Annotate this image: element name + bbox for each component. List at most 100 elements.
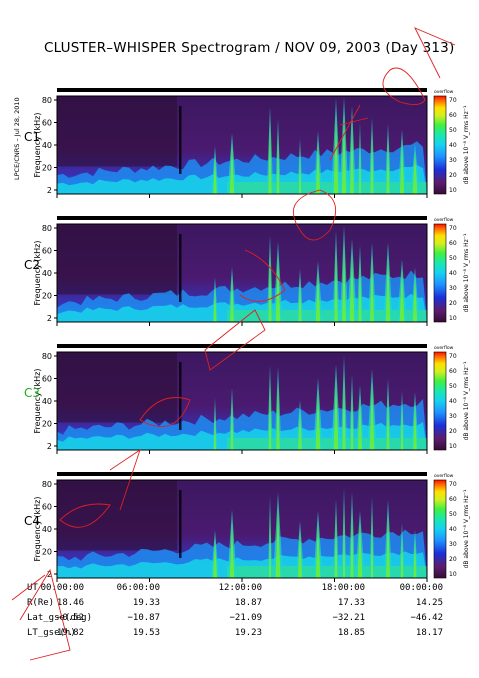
spectrogram-panel-C1: 80 60 40 20 2 Frequency (kHz)C1 overflow 70 60 50…: [24, 88, 470, 198]
wave-burst-core: [369, 254, 375, 322]
y-tick-label: 80: [42, 352, 52, 361]
wave-burst-core: [315, 520, 321, 578]
y-tick-label: 40: [42, 525, 52, 534]
orbit-row-label: R(Re): [27, 598, 55, 608]
wave-burst-core: [230, 397, 234, 450]
orbit-value: −0.52: [56, 613, 84, 623]
orbit-row: R(Re) 18.46 19.33 18.87 17.33 14.25: [0, 598, 479, 610]
wave-burst-core: [297, 529, 303, 578]
wave-burst-core: [315, 270, 321, 322]
time-bar: [57, 472, 427, 476]
wave-burst-core: [357, 520, 363, 578]
colorbar-tick-label: 70: [449, 353, 457, 360]
quiet-region: [57, 224, 177, 295]
y-tick-label: 2: [47, 442, 52, 451]
colorbar-tick-label: 20: [449, 172, 457, 179]
colorbar-tick-label: 50: [449, 511, 457, 518]
wave-burst-core: [400, 399, 404, 450]
colorbar-tick-label: 40: [449, 526, 457, 533]
wave-burst-core: [412, 151, 418, 194]
y-tick-label: 20: [42, 292, 52, 301]
wave-burst-core: [229, 142, 235, 194]
wave-burst-core: [275, 505, 281, 578]
data-gap: [179, 362, 182, 430]
colorbar-tick-label: 10: [449, 571, 457, 578]
time-bar: [57, 344, 427, 348]
y-tick-label: 60: [42, 503, 52, 512]
y-tick-label: 40: [42, 397, 52, 406]
wave-burst-core: [298, 146, 302, 194]
y-axis-label: Frequency (kHz): [33, 369, 42, 434]
y-tick-label: 2: [47, 314, 52, 323]
wave-burst-core: [350, 385, 354, 450]
colorbar-tick-label: 10: [449, 443, 457, 450]
data-gap: [179, 234, 182, 302]
wave-burst-core: [276, 130, 280, 194]
panel-label-C4: C4: [24, 514, 40, 528]
wave-burst-core: [333, 377, 339, 450]
colorbar-tick-label: 60: [449, 240, 457, 247]
low-freq-green: [227, 438, 427, 450]
wave-burst-core: [334, 511, 338, 578]
orbit-value: 18.17: [415, 628, 443, 638]
low-freq-green: [227, 310, 427, 322]
colorbar-tick-label: 50: [449, 383, 457, 390]
y-tick-label: 2: [47, 186, 52, 195]
y-tick-label: 60: [42, 247, 52, 256]
chart-title: CLUSTER–WHISPER Spectrogram / NOV 09, 20…: [44, 40, 455, 56]
wave-burst-core: [358, 256, 362, 322]
wave-burst-core: [341, 240, 347, 322]
wave-burst-core: [385, 254, 391, 322]
orbit-value: 00:00:00: [40, 583, 84, 593]
colorbar-tick-label: 30: [449, 413, 457, 420]
panel-label-C3: C3: [24, 386, 40, 400]
spectrogram-panel-C2: 80 60 40 20 2 Frequency (kHz)C2 overflow 70 60 50…: [24, 216, 470, 326]
wave-burst-core: [213, 153, 217, 194]
wave-burst-core: [386, 389, 390, 450]
orbit-row-label: UT: [27, 583, 38, 593]
wave-burst-core: [350, 504, 354, 578]
colorbar: [433, 95, 447, 195]
colorbar-tick-label: 50: [449, 127, 457, 134]
wave-burst-core: [213, 405, 217, 450]
orbit-value: 14.25: [415, 598, 443, 608]
wave-burst-core: [413, 536, 417, 578]
colorbar-tick-label: 40: [449, 142, 457, 149]
colorbar-label: dB above 10⁻⁸ V_rms Hz⁻¹: [463, 361, 470, 440]
low-freq-green: [227, 182, 427, 194]
orbit-value: 18:00:00: [321, 583, 365, 593]
colorbar-tick-label: 40: [449, 398, 457, 405]
wave-burst-core: [357, 394, 363, 450]
spectrogram-panel-C3: 80 60 40 20 2 Frequency (kHz)C3 overflow 70 60 50…: [24, 344, 470, 454]
data-gap: [179, 106, 182, 174]
y-tick-label: 80: [42, 480, 52, 489]
colorbar-tick-label: 50: [449, 255, 457, 262]
time-bar: [57, 216, 427, 220]
orbit-value: 19.53: [132, 628, 160, 638]
orbit-value: 00:00:00: [399, 583, 443, 593]
colorbar-overflow-label: overflow: [434, 345, 454, 351]
colorbar: [433, 223, 447, 323]
panel-label-C2: C2: [24, 258, 40, 272]
colorbar-tick-label: 30: [449, 157, 457, 164]
y-tick-label: 20: [42, 548, 52, 557]
wave-burst-core: [268, 377, 272, 450]
orbit-value: 06:00:00: [116, 583, 160, 593]
orbit-value: −46.42: [410, 613, 443, 623]
wave-burst-core: [298, 276, 302, 322]
wave-burst-core: [413, 400, 417, 450]
low-freq-green: [227, 566, 427, 578]
y-tick-label: 2: [47, 570, 52, 579]
wave-burst-core: [315, 140, 321, 194]
wave-burst-core: [370, 509, 374, 578]
orbit-value: 17.33: [337, 598, 365, 608]
colorbar-tick-label: 40: [449, 270, 457, 277]
colorbar-overflow-label: overflow: [434, 217, 454, 223]
colorbar-tick-label: 70: [449, 97, 457, 104]
y-tick-label: 20: [42, 164, 52, 173]
colorbar-label: dB above 10⁻⁸ V_rms Hz⁻¹: [463, 489, 470, 568]
wave-burst-core: [399, 139, 405, 194]
wave-burst-core: [334, 244, 338, 322]
y-tick-label: 40: [42, 269, 52, 278]
y-tick-label: 80: [42, 224, 52, 233]
